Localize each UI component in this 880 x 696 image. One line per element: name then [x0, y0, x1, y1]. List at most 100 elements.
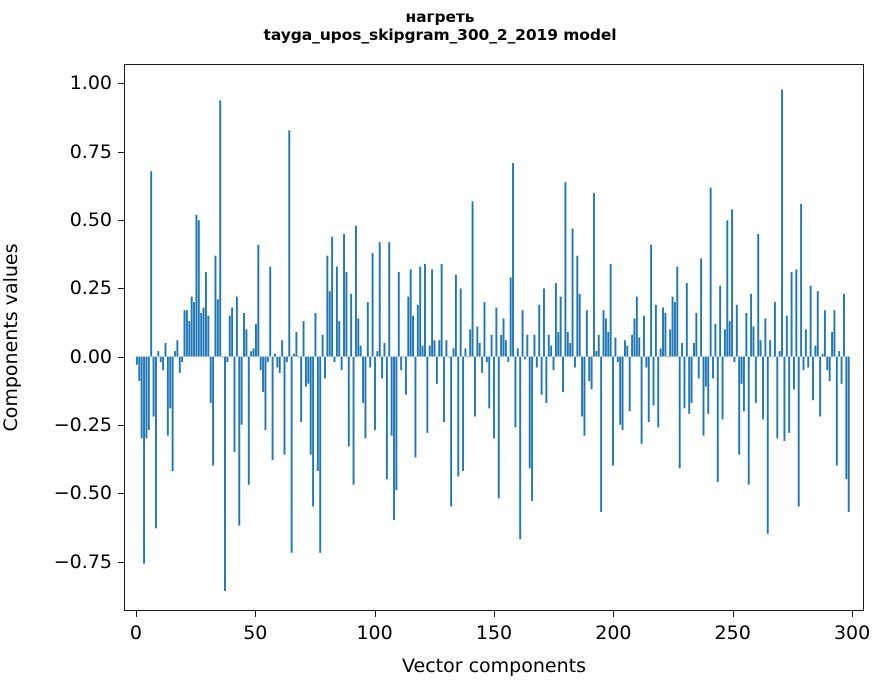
- bar: [445, 340, 448, 357]
- bar: [381, 356, 384, 379]
- bar: [166, 356, 169, 436]
- bar: [221, 356, 224, 358]
- bar: [843, 293, 845, 357]
- y-tick-mark: [118, 151, 124, 153]
- y-tick-mark: [118, 83, 124, 85]
- bar: [788, 356, 791, 433]
- bar: [200, 312, 203, 357]
- bar: [297, 356, 300, 358]
- bar: [631, 334, 634, 357]
- bar: [545, 356, 548, 403]
- bar: [593, 193, 595, 357]
- bar: [216, 299, 219, 357]
- bar: [324, 356, 326, 379]
- bar: [504, 340, 507, 357]
- bar: [814, 345, 817, 357]
- bar: [278, 356, 281, 373]
- bar: [374, 356, 376, 431]
- bar: [459, 288, 462, 357]
- bar: [174, 351, 176, 357]
- bar: [285, 356, 288, 363]
- bar: [302, 321, 305, 357]
- bar: [800, 203, 803, 357]
- bar: [526, 334, 529, 357]
- bar: [635, 296, 638, 357]
- bar: [747, 356, 750, 485]
- bar: [543, 288, 545, 357]
- bar: [254, 323, 257, 357]
- bar: [778, 351, 781, 357]
- bar: [607, 332, 610, 357]
- bar: [204, 272, 207, 357]
- bar: [531, 356, 534, 501]
- bar: [402, 356, 405, 358]
- bar: [726, 220, 729, 357]
- y-tick-mark: [118, 219, 124, 221]
- bar: [469, 329, 472, 357]
- bar: [169, 356, 172, 409]
- bar: [150, 171, 153, 357]
- bar: [309, 356, 312, 455]
- bar: [838, 351, 841, 357]
- bar: [685, 283, 688, 357]
- bar: [816, 291, 819, 357]
- bar: [497, 356, 500, 499]
- bar: [771, 356, 774, 358]
- bar: [350, 293, 353, 357]
- bar: [228, 315, 231, 357]
- bar: [833, 310, 836, 357]
- bar: [647, 356, 650, 422]
- bar: [721, 356, 724, 420]
- bar: [195, 214, 198, 357]
- bar: [516, 348, 519, 357]
- bar: [252, 348, 255, 357]
- bar: [616, 356, 619, 363]
- bar: [240, 356, 243, 425]
- bar: [295, 332, 298, 357]
- bar: [759, 340, 762, 357]
- bar: [712, 356, 714, 379]
- bar: [507, 356, 510, 363]
- bar: [471, 201, 474, 357]
- y-axis-label: Components values: [0, 243, 22, 432]
- x-tick-label: 0: [129, 622, 142, 644]
- bar: [447, 356, 450, 358]
- bar: [500, 334, 503, 357]
- bar: [509, 277, 512, 357]
- bar: [847, 356, 850, 512]
- bar: [626, 345, 629, 357]
- bar: [695, 312, 698, 357]
- bar: [231, 307, 234, 357]
- bar: [428, 345, 431, 357]
- bar: [754, 356, 757, 403]
- bar-series-canvas: [135, 89, 850, 591]
- bar: [664, 312, 667, 357]
- bar: [281, 340, 284, 357]
- bar: [193, 302, 195, 357]
- bar: [376, 351, 379, 357]
- bar: [583, 356, 586, 436]
- bar: [300, 356, 303, 422]
- bar: [176, 340, 179, 357]
- bar: [414, 356, 417, 458]
- bar: [612, 356, 614, 466]
- bar: [481, 356, 484, 373]
- y-tick-mark: [118, 493, 124, 495]
- bar: [440, 263, 443, 357]
- bar: [290, 356, 293, 553]
- bar: [709, 187, 712, 357]
- bar: [347, 356, 350, 447]
- bar: [271, 356, 274, 461]
- bar: [388, 242, 391, 357]
- bar: [802, 356, 805, 371]
- bar: [343, 233, 345, 357]
- bar: [738, 356, 741, 455]
- bar: [557, 332, 560, 357]
- bar: [640, 356, 643, 444]
- bar: [383, 342, 386, 357]
- bar: [528, 356, 531, 469]
- chart-title: нагреть tayga_upos_skipgram_300_2_2019 m…: [0, 8, 880, 45]
- bar: [264, 356, 267, 431]
- bar: [181, 356, 184, 363]
- bar: [435, 356, 438, 384]
